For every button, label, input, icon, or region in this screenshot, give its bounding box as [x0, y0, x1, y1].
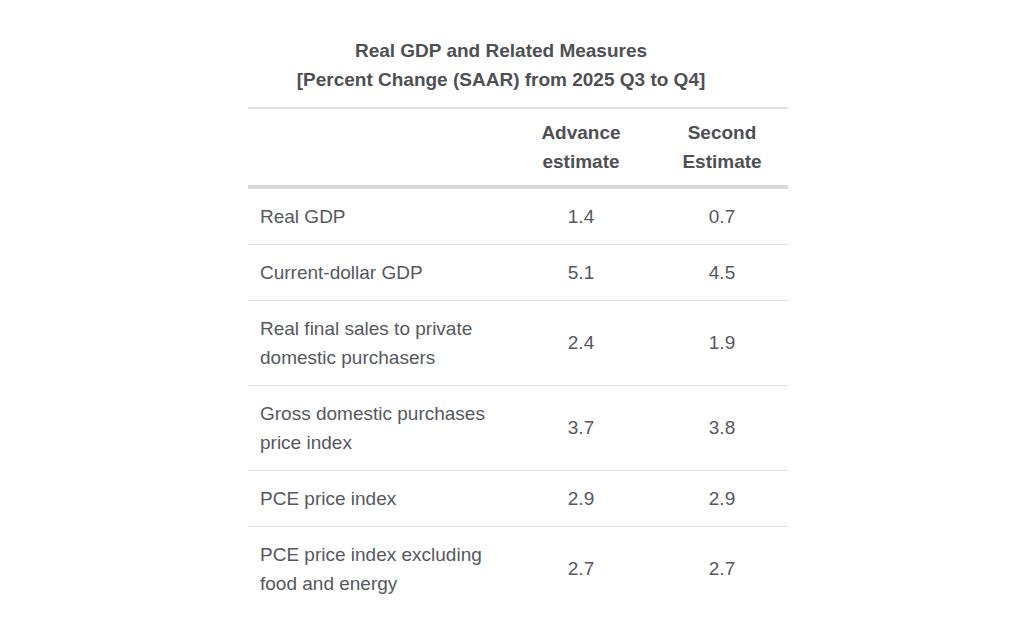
- row-label: PCE price index: [248, 471, 506, 526]
- advance-estimate-value: 2.7: [506, 558, 656, 580]
- second-estimate-value: 3.8: [656, 417, 788, 439]
- advance-estimate-value: 2.4: [506, 332, 656, 354]
- second-estimate-value: 1.9: [656, 332, 788, 354]
- second-estimate-value: 4.5: [656, 262, 788, 284]
- table-row: PCE price index excluding food and energ…: [248, 527, 788, 611]
- second-estimate-value: 2.9: [656, 488, 788, 510]
- header-advance-estimate: Advance estimate: [506, 118, 656, 176]
- second-estimate-value: 2.7: [656, 558, 788, 580]
- table-row: Real final sales to private domestic pur…: [248, 301, 788, 386]
- second-estimate-value: 0.7: [656, 206, 788, 228]
- table-row: Real GDP 1.4 0.7: [248, 189, 788, 245]
- row-label: Gross domestic purchases price index: [248, 386, 506, 470]
- advance-estimate-value: 5.1: [506, 262, 656, 284]
- advance-estimate-value: 3.7: [506, 417, 656, 439]
- table-title-line1: Real GDP and Related Measures: [231, 36, 771, 65]
- table-row: Gross domestic purchases price index 3.7…: [248, 386, 788, 471]
- row-label: Current-dollar GDP: [248, 245, 506, 300]
- row-label: Real final sales to private domestic pur…: [248, 301, 506, 385]
- gdp-measures-table: Advance estimate Second Estimate Real GD…: [248, 107, 788, 611]
- table-title: Real GDP and Related Measures [Percent C…: [231, 36, 771, 94]
- table-title-line2: [Percent Change (SAAR) from 2025 Q3 to Q…: [231, 65, 771, 94]
- table-body: Real GDP 1.4 0.7 Current-dollar GDP 5.1 …: [248, 189, 788, 611]
- row-label: Real GDP: [248, 189, 506, 244]
- table-header-row: Advance estimate Second Estimate: [248, 107, 788, 189]
- row-label: PCE price index excluding food and energ…: [248, 527, 506, 611]
- advance-estimate-value: 2.9: [506, 488, 656, 510]
- table-row: PCE price index 2.9 2.9: [248, 471, 788, 527]
- advance-estimate-value: 1.4: [506, 206, 656, 228]
- table-row: Current-dollar GDP 5.1 4.5: [248, 245, 788, 301]
- header-second-estimate: Second Estimate: [656, 118, 788, 176]
